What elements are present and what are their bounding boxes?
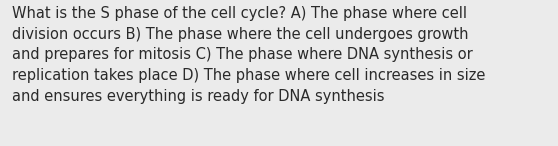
Text: What is the S phase of the cell cycle? A) The phase where cell
division occurs B: What is the S phase of the cell cycle? A… bbox=[12, 6, 485, 104]
